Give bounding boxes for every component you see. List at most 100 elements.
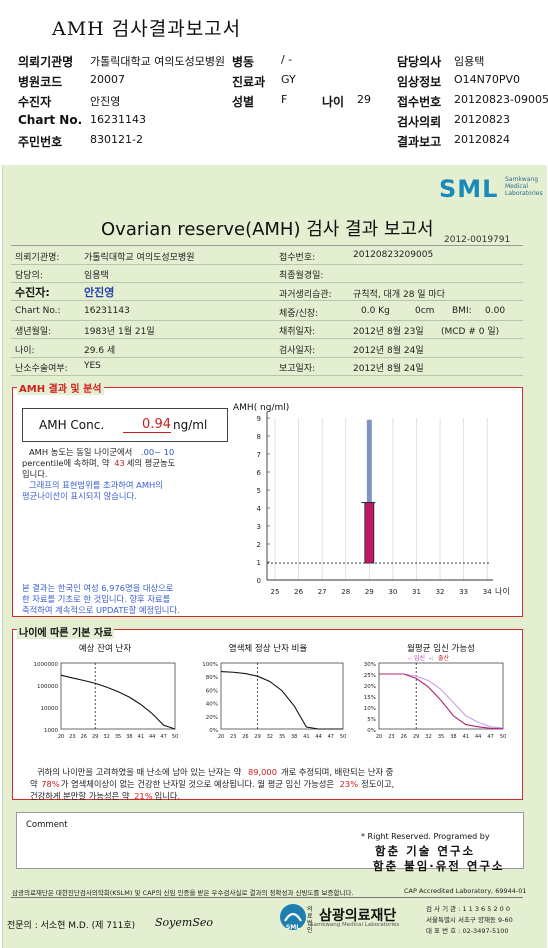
mini-chart-legend-sep: -: xyxy=(429,655,433,662)
mini-chart-ytick-label: 30% xyxy=(364,662,376,668)
slip-label: 임상정보 xyxy=(397,75,442,89)
summary-text: 정도이고, xyxy=(361,779,395,789)
weight-value: 0.0 Kg xyxy=(361,306,390,316)
report-doc-number: 2012-0019791 xyxy=(444,235,511,245)
slip-value: 29 xyxy=(357,93,371,106)
patient-value: 안진영 xyxy=(84,286,115,299)
row-divider xyxy=(11,264,523,265)
slip-value: 20120823 xyxy=(454,113,510,126)
corp-address: 서울특별시 서초구 양재동 9-60 xyxy=(426,916,513,924)
footer-divider xyxy=(11,897,523,898)
comment-label: Comment xyxy=(26,820,68,830)
amh-chart-xlabel: 나이 xyxy=(495,586,510,596)
amh-chart-ylabel: AMH( ng/ml) xyxy=(233,403,289,413)
summary-line3: 건강하게 분만할 가능성은 약 21% 입니다. xyxy=(30,790,180,802)
specialist-signature: SoyemSeo xyxy=(155,916,213,929)
mini-chart-xtick-label: 50 xyxy=(340,734,346,740)
corp-english-name: Samkwang Medical Laboratories xyxy=(310,922,400,928)
svg-text:SML: SML xyxy=(286,924,300,931)
amh-chart-xtick-label: 34 xyxy=(483,588,492,596)
mini-chart-legend-item: -: 임신 xyxy=(408,654,425,662)
certification-text: 삼광의료재단은 대한진단검사의학회(KSLM) 및 CAP의 신임 인증을 받은… xyxy=(12,889,354,897)
mini-chart-xtick-label: 32 xyxy=(103,734,109,740)
mini-chart-xtick-label: 41 xyxy=(463,734,469,740)
patient-label: 수진자: xyxy=(15,286,50,299)
amh-chart-ytick-label: 8 xyxy=(257,433,261,441)
slip-value: 16231143 xyxy=(90,113,146,126)
mini-chart-xtick-label: 38 xyxy=(126,734,132,740)
normal-egg-percent: 78% xyxy=(41,779,60,789)
slip-label: Chart No. xyxy=(18,113,83,127)
amh-chart-ytick-label: 5 xyxy=(257,487,261,495)
mini-chart-xtick-label: 35 xyxy=(115,734,121,740)
amh-desc-line2: percentile에 속하며, 약 43 세의 평균농도 xyxy=(22,458,175,469)
slip-label: 검사의뢰 xyxy=(397,115,442,129)
report-date-value: 2012년 8월 24일 xyxy=(353,364,424,374)
mini-chart-ytick-label: 0% xyxy=(209,728,218,734)
test-value: 2012년 8월 24일 xyxy=(353,346,424,356)
amh-chart-ytick-label: 0 xyxy=(257,577,261,585)
mini-chart-xtick-label: 29 xyxy=(92,734,98,740)
mini-chart-xtick-label: 32 xyxy=(425,734,431,740)
patient-value: 가톨릭대학교 여의도성모병원 xyxy=(84,253,195,263)
slip-label: 진료과 xyxy=(232,75,266,89)
bmi-label: BMI: xyxy=(452,306,472,316)
amh-chart-xtick-label: 26 xyxy=(294,588,303,596)
slip-value: F xyxy=(281,93,288,106)
mini-chart-xtick-label: 50 xyxy=(172,734,178,740)
slip-value: 20120824 xyxy=(454,133,510,146)
slip-value: O14N70PV0 xyxy=(454,73,521,86)
slip-value: 830121-2 xyxy=(90,133,143,146)
amh-chart-xtick-label: 28 xyxy=(341,588,350,596)
registration-number: 검 사 기 관 : 1 1 3 6 5 2 0 0 xyxy=(426,905,510,913)
patient-label: 생년월일: xyxy=(15,327,52,337)
mini-chart-ytick-label: 60% xyxy=(206,688,218,694)
mini-chart-ytick-label: 10% xyxy=(364,706,376,712)
amh-conc-box: AMH Conc. 0.94 ng/ml xyxy=(22,408,228,442)
mini-chart-frame xyxy=(220,662,344,730)
slip-value: / - xyxy=(281,53,293,66)
amh-chart-bar xyxy=(366,419,372,503)
slip-label: 수진자 xyxy=(18,95,52,109)
patient-label: Chart No.: xyxy=(15,306,61,316)
mini-chart-frame xyxy=(60,662,176,730)
summary-line2: 약 78%가 염색체이상이 없는 건강한 난자일 것으로 예상됩니다. 월 평균… xyxy=(30,778,394,790)
sml-logo-subtitle: Samkwang Medical Laboratories xyxy=(505,176,543,197)
patient-label: 나이: xyxy=(15,346,35,356)
mini-chart-xtick-label: 38 xyxy=(291,734,297,740)
report-sheet: SML Samkwang Medical Laboratories Ovaria… xyxy=(2,165,547,948)
mini-chart-title: 월평균 임신 가능성 xyxy=(407,643,475,654)
amh-chart-ytick-label: 6 xyxy=(257,469,262,477)
lab-name-2: 함춘 불임·유전 연구소 xyxy=(373,859,505,873)
mini-chart-ytick-label: 20% xyxy=(364,684,376,690)
mini-chart-xtick-label: 26 xyxy=(401,734,407,740)
sml-logo-text: SML xyxy=(439,175,499,203)
corp-name: 삼광의료재단 xyxy=(319,908,397,924)
slip-value: GY xyxy=(281,73,296,86)
mini-chart-xtick-label: 41 xyxy=(138,734,144,740)
logo-sub-line: Samkwang xyxy=(505,176,538,183)
amh-chart-bar xyxy=(364,502,375,564)
patient-value: 임용택 xyxy=(84,271,109,281)
slip-label: 병원코드 xyxy=(18,75,63,89)
slip-value: 임용택 xyxy=(454,55,485,68)
title-divider xyxy=(11,245,523,246)
slip-label: 접수번호 xyxy=(397,95,442,109)
patient-label: 의뢰기관명: xyxy=(15,253,60,263)
amh-chart-xtick-label: 30 xyxy=(388,588,397,596)
test-label: 검사일자: xyxy=(279,346,316,356)
slip-label: 담당의사 xyxy=(397,55,442,69)
amh-note-line2: 한 자료를 기초로 한 것입니다. 향후 자료를 xyxy=(22,594,171,604)
cycle-label: 과거생리습관: xyxy=(279,290,332,300)
logo-sub-line: Laboratories xyxy=(505,190,543,197)
amh-chart-xtick-label: 33 xyxy=(459,588,468,596)
mini-chart-xtick-label: 20 xyxy=(376,734,382,740)
slip-label: 성별 xyxy=(232,95,255,109)
amh-section-title: AMH 결과 및 분석 xyxy=(17,380,104,395)
amh-chart-ytick-label: 4 xyxy=(257,505,262,513)
summary-line1: 귀하의 나이만을 고려하였을 때 난소에 남아 있는 난자는 약 89,000 개… xyxy=(37,766,393,778)
bmi-value: 0.00 xyxy=(485,306,506,316)
mcd-value: (MCD # 0 일) xyxy=(441,327,500,337)
row-divider xyxy=(11,320,523,321)
